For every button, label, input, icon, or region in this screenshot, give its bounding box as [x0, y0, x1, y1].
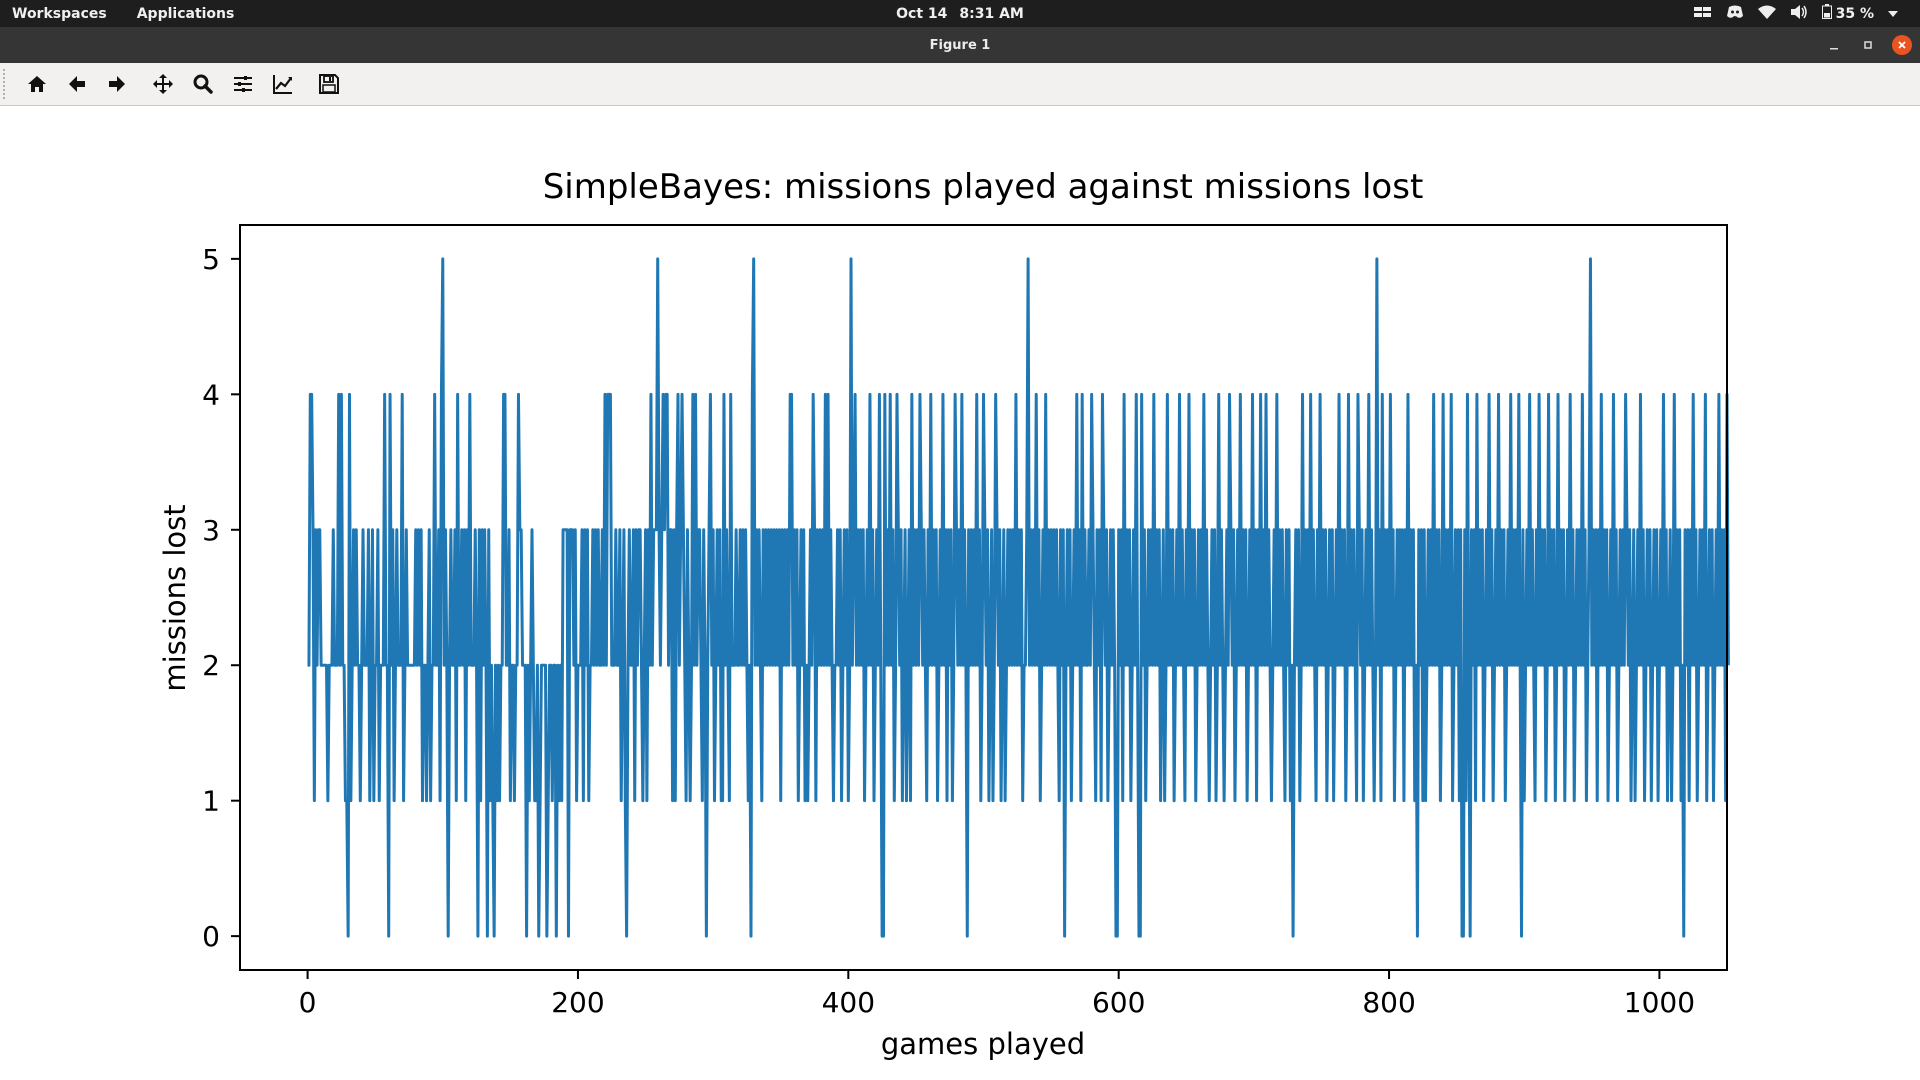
x-axis-label: games played [881, 1027, 1085, 1061]
chart-title: SimpleBayes: missions played against mis… [543, 167, 1424, 207]
maximize-button[interactable] [1858, 35, 1878, 55]
battery-percentage: 35 % [1835, 5, 1874, 22]
zoom-icon [193, 74, 213, 94]
date-label: Oct 14 [896, 5, 948, 22]
save-button[interactable] [313, 68, 345, 100]
home-button[interactable] [21, 68, 53, 100]
workspace-switcher-icon[interactable] [1693, 6, 1712, 22]
x-tick-label: 0 [299, 986, 317, 1019]
x-tick-label: 200 [551, 986, 604, 1019]
y-axis-label: missions lost [158, 504, 192, 691]
y-tick-label: 3 [202, 514, 220, 547]
maximize-icon [1864, 41, 1872, 49]
system-top-bar: Workspaces Applications Oct 14 8:31 AM 3… [0, 0, 1920, 27]
clock-label: 8:31 AM [959, 5, 1024, 22]
series-line [307, 257, 1730, 938]
workspaces-button[interactable]: Workspaces [12, 5, 107, 22]
forward-button[interactable] [101, 68, 133, 100]
volume-icon[interactable] [1790, 4, 1808, 23]
back-button[interactable] [61, 68, 93, 100]
close-button[interactable] [1892, 35, 1912, 55]
y-tick-label: 2 [202, 649, 220, 682]
x-tick-label: 600 [1092, 986, 1145, 1019]
discord-tray-icon[interactable] [1726, 5, 1744, 23]
y-tick-label: 0 [202, 920, 220, 953]
close-icon [1898, 41, 1906, 49]
wifi-icon[interactable] [1757, 5, 1776, 23]
battery-icon [1821, 4, 1832, 23]
minimize-button[interactable] [1824, 35, 1844, 55]
window-title: Figure 1 [929, 37, 991, 53]
configure-subplots-button[interactable] [227, 68, 259, 100]
edit-axes-icon [273, 75, 292, 94]
edit-axes-button[interactable] [267, 68, 299, 100]
save-icon [319, 74, 339, 94]
x-tick-label: 400 [822, 986, 875, 1019]
axes-frame [239, 224, 1728, 971]
x-tick-label: 1000 [1624, 986, 1695, 1019]
pan-icon [153, 74, 173, 94]
forward-arrow-icon [109, 76, 125, 92]
zoom-button[interactable] [187, 68, 219, 100]
matplotlib-toolbar [0, 63, 1920, 106]
applications-button[interactable]: Applications [136, 5, 235, 22]
minimize-icon [1830, 48, 1838, 50]
window-title-bar[interactable]: Figure 1 [0, 27, 1920, 63]
home-icon [28, 76, 46, 92]
line-chart: SimpleBayes: missions played against mis… [158, 167, 1730, 1061]
pan-button[interactable] [147, 68, 179, 100]
x-tick-label: 800 [1362, 986, 1415, 1019]
system-menu-arrow-icon[interactable] [1888, 6, 1898, 22]
y-tick-label: 1 [202, 785, 220, 818]
figure-canvas[interactable]: SimpleBayes: missions played against mis… [0, 106, 1920, 1080]
toolbar-grip[interactable] [3, 69, 9, 99]
y-tick-label: 4 [202, 378, 220, 411]
battery-indicator[interactable]: 35 % [1821, 4, 1874, 23]
configure-subplots-icon [234, 76, 252, 92]
y-tick-label: 5 [202, 243, 220, 276]
back-arrow-icon [69, 76, 85, 92]
